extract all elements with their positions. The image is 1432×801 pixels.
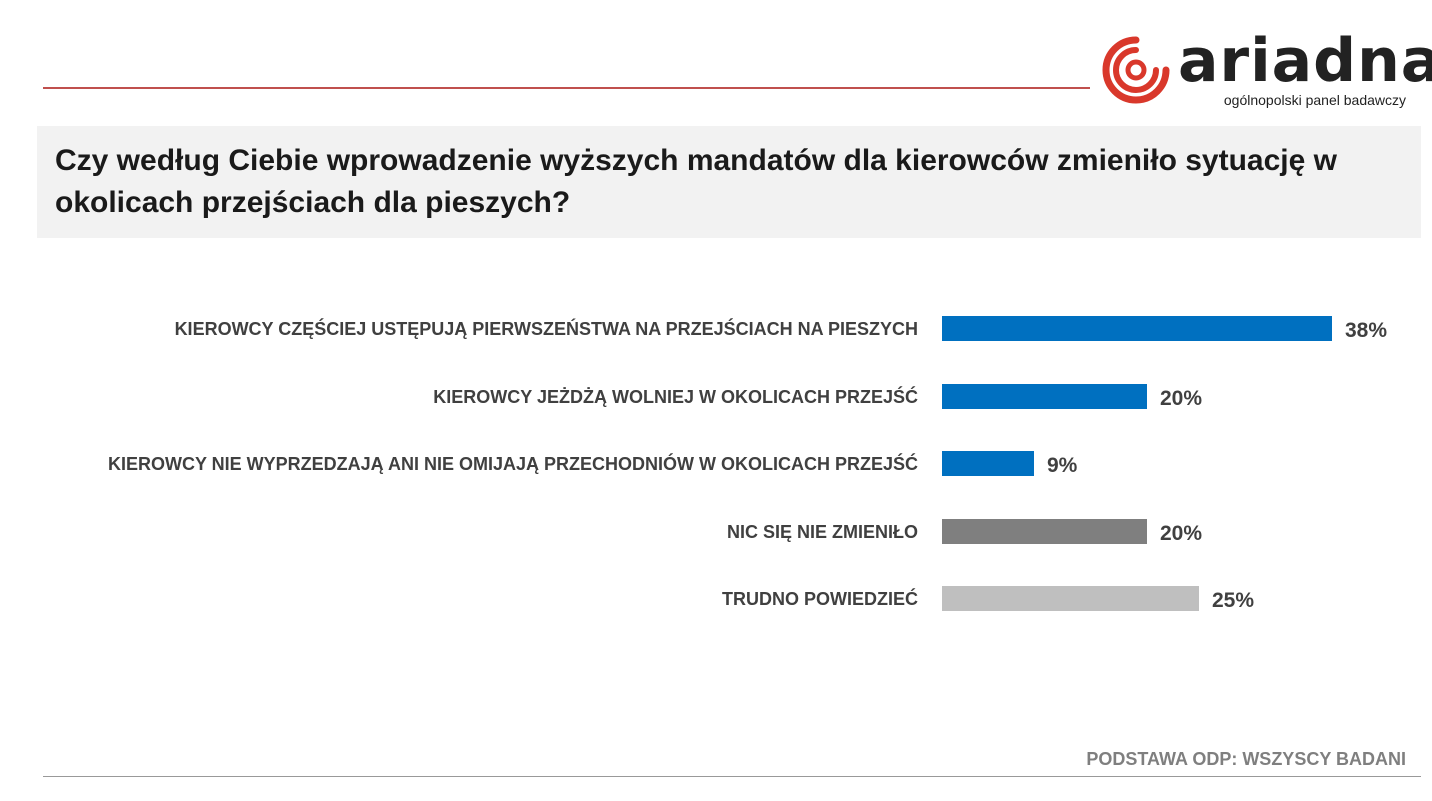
category-label: TRUDNO POWIEDZIEĆ [722, 589, 918, 609]
category-label: KIEROWCY CZĘŚCIEJ USTĘPUJĄ PIERWSZEŃSTWA… [174, 319, 918, 339]
ariadna-logo: ariadna ogólnopolski panel badawczy [1100, 26, 1432, 120]
category-label: NIC SIĘ NIE ZMIENIŁO [726, 522, 918, 542]
value-label: 20% [1160, 387, 1203, 410]
question-title: Czy według Ciebie wprowadzenie wyższych … [55, 144, 1337, 219]
category-label: KIEROWCY JEŻDŻĄ WOLNIEJ W OKOLICACH PRZE… [433, 387, 918, 407]
logo-wordmark: ariadna [1178, 26, 1432, 96]
base-footnote: PODSTAWA ODP: WSZYSCY BADANI [1086, 749, 1406, 769]
bar [942, 586, 1199, 611]
category-label: KIEROWCY NIE WYPRZEDZAJĄ ANI NIE OMIJAJĄ… [107, 454, 918, 474]
header-rule [43, 87, 1090, 89]
bar [942, 316, 1332, 341]
bar [942, 519, 1147, 544]
value-label: 38% [1345, 319, 1388, 342]
value-label: 25% [1212, 589, 1255, 612]
footer-rule [43, 776, 1421, 777]
bar [942, 384, 1147, 409]
question-banner: Czy według Ciebie wprowadzenie wyższych … [37, 126, 1421, 238]
value-label: 20% [1160, 522, 1203, 545]
logo-tagline: ogólnopolski panel badawczy [1223, 92, 1406, 108]
bar [942, 451, 1034, 476]
value-label: 9% [1047, 454, 1078, 477]
logo-mark-icon [1102, 36, 1170, 104]
